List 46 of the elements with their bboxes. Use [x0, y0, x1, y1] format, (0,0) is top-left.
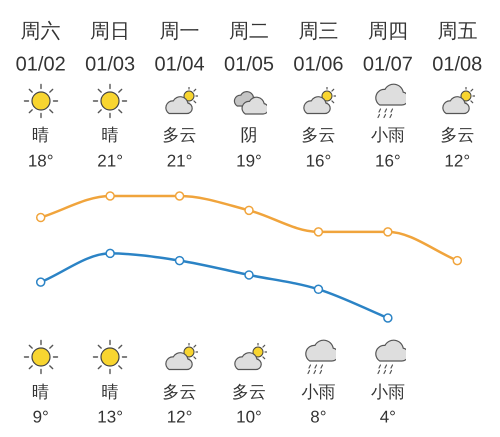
data-label: 4° — [380, 408, 396, 427]
text: 小雨 — [370, 126, 405, 145]
data-label: 12° — [166, 408, 192, 427]
x-tick-label: 周三 01/06 — [293, 20, 344, 76]
text: 晴 — [32, 382, 50, 402]
data-label: 10° — [236, 408, 262, 427]
point — [383, 227, 393, 237]
x-tick-label: 周日 01/03 — [85, 20, 136, 76]
data-label: 16° — [306, 152, 332, 171]
text: 多云 — [232, 382, 266, 402]
point — [36, 212, 46, 222]
text: 晴 — [32, 126, 50, 145]
point — [105, 248, 115, 258]
text: 多云 — [162, 126, 197, 145]
text: 阴 — [240, 126, 258, 145]
x-tick-label: 周一 01/04 — [154, 20, 205, 76]
x-tick-label: 周六 01/02 — [16, 20, 66, 76]
data-label: 8° — [310, 408, 327, 427]
point — [244, 206, 254, 216]
point — [174, 191, 184, 201]
point — [105, 191, 115, 201]
point — [174, 256, 184, 266]
data-label: 18° — [28, 152, 54, 171]
point — [314, 227, 324, 237]
text: 多云 — [162, 382, 197, 402]
point — [36, 277, 46, 287]
x-tick-label: 周四 01/07 — [362, 20, 413, 76]
data-label: 12° — [444, 152, 470, 171]
data-label: 21° — [166, 152, 192, 171]
data-label: 13° — [97, 408, 123, 427]
x-tick-label: 周五 01/08 — [432, 20, 482, 76]
data-label: 21° — [97, 152, 123, 171]
data-label: 16° — [375, 152, 401, 171]
text: 晴 — [102, 382, 119, 402]
text: 晴 — [102, 126, 119, 145]
point — [314, 284, 324, 294]
point — [244, 270, 254, 280]
data-label: 9° — [32, 408, 49, 427]
x-tick-label: 周二 01/05 — [224, 20, 274, 76]
point — [383, 313, 393, 323]
text: 多云 — [440, 126, 474, 145]
point — [452, 256, 462, 266]
text: 小雨 — [301, 382, 336, 402]
data-label: 19° — [236, 152, 262, 171]
text: 多云 — [301, 126, 336, 145]
text: 小雨 — [370, 382, 405, 402]
